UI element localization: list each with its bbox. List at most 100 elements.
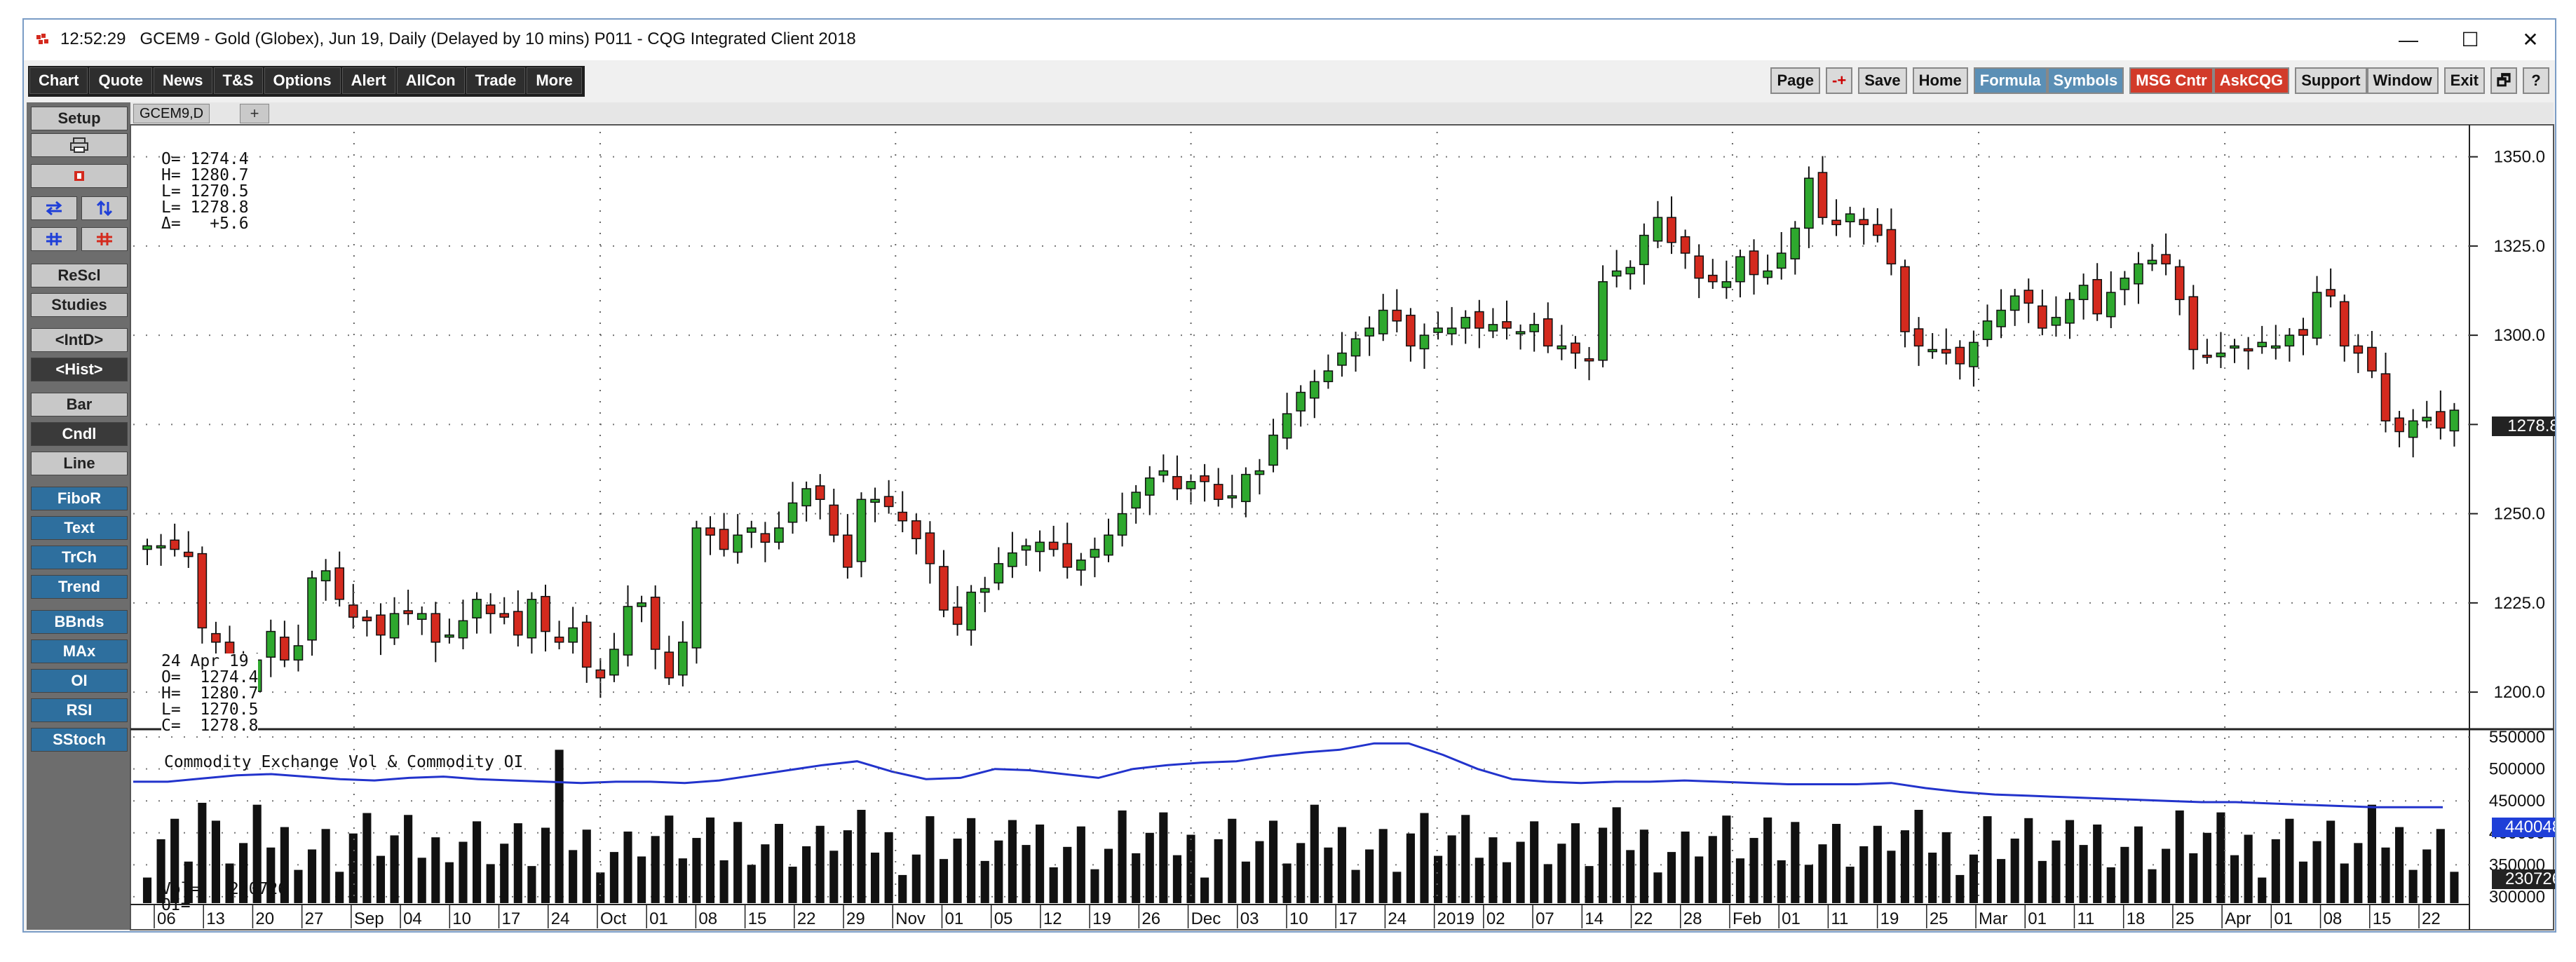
news-button[interactable]: News [154,67,212,94]
volume-bar [569,850,578,903]
bar-chart-button[interactable]: Bar [31,393,128,416]
studies-button[interactable]: Studies [31,293,128,317]
grid-vertical-icon[interactable] [81,227,128,251]
volume-bar [2065,820,2075,903]
close-button[interactable]: ✕ [2522,29,2539,50]
candle-body [554,636,564,643]
askcqg-button[interactable]: AskCQG [2213,67,2290,94]
candle-body [403,610,413,614]
volume-bar [1791,822,1800,903]
print-icon[interactable] [31,133,128,157]
day-tick-label: 28 [1683,909,1702,928]
candle-body [1104,534,1113,556]
home-button[interactable]: Home [1912,67,1968,94]
tab-gcem9-daily[interactable]: GCEM9,D [133,104,210,123]
add-tab-button[interactable]: + [240,104,269,123]
text-tool-button[interactable]: Text [31,516,128,540]
volume-bar [1997,859,2006,903]
volume-bar [500,844,509,903]
bollinger-bands-button[interactable]: BBnds [31,610,128,634]
msg-center-button[interactable]: MSG Cntr [2129,67,2214,94]
window-menu-button[interactable]: Window [2366,67,2439,94]
volume-bar [2450,872,2459,903]
support-button[interactable]: Support [2295,67,2367,94]
candle-body [2023,290,2034,304]
vertical-arrows-icon[interactable] [81,196,128,220]
volume-bar [719,860,728,903]
candle-body [581,621,592,668]
day-tick-label: 01 [649,909,668,928]
exit-button[interactable]: Exit [2443,67,2485,94]
volume-bar [1475,858,1484,903]
volume-bar [2354,843,2363,903]
month-label: Sep [354,909,384,928]
page-nav-arrows-button[interactable]: -+ [1826,67,1853,94]
more-button[interactable]: More [527,67,582,94]
candle-body [678,642,688,676]
volume-bar [1571,823,1580,903]
slow-stochastic-button[interactable]: SStoch [31,728,128,752]
toolbar-left-group: Chart Quote News T&S Options Alert AllCo… [28,66,585,97]
candle-body [2422,416,2432,422]
minimize-button[interactable]: — [2399,29,2418,50]
candle-chart-button[interactable]: Cndl [31,422,128,446]
rsi-button[interactable]: RSI [31,698,128,722]
volume-bar [1585,866,1594,903]
trend-line-button[interactable]: Trend [31,575,128,599]
candle-body [1927,348,1937,353]
time-and-sales-button[interactable]: T&S [213,67,263,94]
volume-bar [1489,837,1498,903]
candle-body [1309,381,1320,399]
moving-average-button[interactable]: MAx [31,639,128,663]
candle-body [2270,345,2281,349]
trend-channel-button[interactable]: TrCh [31,546,128,569]
maximize-button[interactable]: ☐ [2461,29,2479,50]
restore-icon[interactable]: 🗗 [2490,67,2517,94]
allcon-button[interactable]: AllCon [396,67,465,94]
window-title: 12:52:29 GCEM9 - Gold (Globex), Jun 19, … [60,29,856,49]
candle-body [911,520,921,539]
candle-body [1941,348,1951,354]
price-chart[interactable]: 1200.01225.01250.01275.01300.01325.01350… [24,20,2555,931]
help-icon[interactable]: ? [2523,67,2549,94]
day-tick-label: 08 [698,909,717,928]
volume-bar [761,844,770,903]
page-button[interactable]: Page [1770,67,1821,94]
horizontal-arrows-icon[interactable] [31,196,77,220]
save-button[interactable]: Save [1858,67,1907,94]
volume-bar [280,827,289,903]
candle-body [362,616,372,622]
trade-button[interactable]: Trade [466,67,526,94]
volume-bar [1626,850,1635,903]
volume-bar [390,835,399,903]
formula-button[interactable]: Formula [1973,67,2047,94]
volume-bar [2381,847,2390,903]
candle-body [1790,227,1801,259]
candle-body [1900,266,1910,332]
options-button[interactable]: Options [264,67,341,94]
intraday-button[interactable]: <IntD> [31,328,128,352]
quote-button[interactable]: Quote [89,67,153,94]
fibonacci-retracement-button[interactable]: FiboR [31,487,128,510]
candle-body [183,551,194,557]
grid-horizontal-icon[interactable] [31,227,77,251]
eraser-icon[interactable] [31,164,128,188]
line-chart-button[interactable]: Line [31,452,128,475]
candle-body [939,566,949,611]
candle-body [1969,341,1979,367]
alert-button[interactable]: Alert [341,67,395,94]
candle-body [2230,345,2239,349]
volume-bar [1036,824,1045,903]
volume-tick-label: 550000 [2489,728,2545,747]
setup-button[interactable]: Setup [31,107,128,130]
rescale-button[interactable]: ReScl [31,264,128,287]
symbols-button[interactable]: Symbols [2047,67,2124,94]
volume-bar [1324,847,1333,903]
open-interest-button[interactable]: OI [31,669,128,693]
history-button[interactable]: <Hist> [31,358,128,381]
volume-bar [1516,841,1525,903]
candle-body [801,488,811,507]
candle-body [1502,321,1512,329]
chart-button[interactable]: Chart [29,67,88,94]
volume-bar [1599,827,1608,903]
